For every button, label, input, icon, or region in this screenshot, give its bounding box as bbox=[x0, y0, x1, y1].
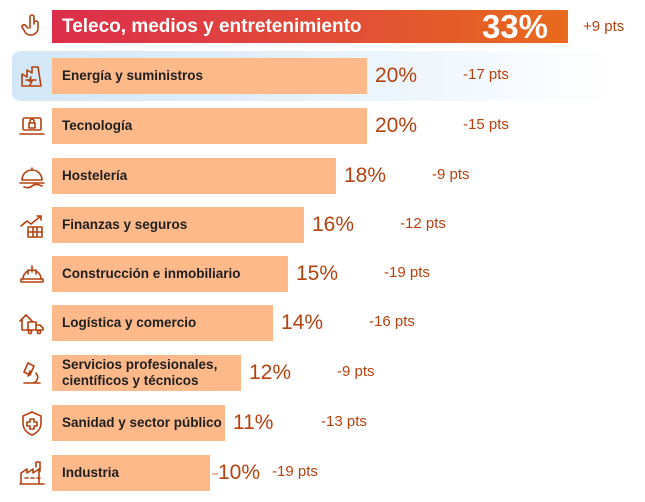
service-cloche-icon bbox=[18, 162, 46, 190]
change-label: +9 pts bbox=[583, 18, 625, 35]
category-label: Finanzas y seguros bbox=[62, 217, 188, 232]
category-label: Servicios profesionales, científicos y t… bbox=[62, 357, 218, 388]
bar-row: Construcción e inmobiliario 15% -19 pts bbox=[0, 256, 645, 292]
medical-shield-icon bbox=[18, 409, 46, 437]
category-label: Energía y suministros bbox=[62, 68, 204, 83]
category-label: Construcción e inmobiliario bbox=[62, 266, 241, 281]
factory-icon bbox=[18, 459, 46, 487]
value-label: 20% bbox=[375, 64, 418, 87]
bar: Logística y comercio bbox=[52, 305, 273, 341]
connector-tick bbox=[212, 473, 218, 475]
bar: Construcción e inmobiliario bbox=[52, 256, 288, 292]
hand-pointer-icon bbox=[18, 13, 46, 41]
bar-row: Hostelería 18% -9 pts bbox=[0, 158, 645, 194]
energy-factory-icon bbox=[18, 62, 46, 90]
change-label: -9 pts bbox=[337, 362, 375, 380]
value-label: 18% bbox=[344, 164, 387, 187]
category-label: Teleco, medios y entretenimiento bbox=[62, 15, 362, 37]
bar: Energía y suministros bbox=[52, 58, 367, 94]
change-label: -9 pts bbox=[432, 165, 470, 183]
bar: Servicios profesionales, científicos y t… bbox=[52, 355, 241, 391]
value-label: 33% bbox=[481, 7, 548, 45]
change-label: -15 pts bbox=[463, 115, 509, 133]
bar-row: Sanidad y sector público 11% -13 pts bbox=[0, 405, 645, 441]
bar-row: Energía y suministros 20% -17 pts bbox=[0, 58, 645, 94]
microscope-icon bbox=[18, 359, 46, 387]
change-label: -13 pts bbox=[321, 412, 367, 430]
bar-row: Industria 10% -19 pts bbox=[0, 455, 645, 491]
change-label: -19 pts bbox=[384, 263, 430, 281]
bar: Tecnología bbox=[52, 108, 367, 144]
category-label: Hostelería bbox=[62, 168, 128, 183]
category-label: Sanidad y sector público bbox=[62, 415, 222, 430]
change-label: -16 pts bbox=[369, 312, 415, 330]
change-label: -12 pts bbox=[400, 214, 446, 232]
bar: Hostelería bbox=[52, 158, 336, 194]
change-label: -19 pts bbox=[272, 462, 318, 480]
bar: Teleco, medios y entretenimiento 33% bbox=[52, 7, 568, 45]
finance-growth-icon bbox=[18, 211, 46, 239]
bar-row: Servicios profesionales, científicos y t… bbox=[0, 355, 645, 391]
value-label: 11% bbox=[233, 411, 274, 434]
category-label: Logística y comercio bbox=[62, 315, 197, 330]
bar: Sanidad y sector público bbox=[52, 405, 225, 441]
value-label: 10% bbox=[218, 461, 261, 484]
bar-row: Finanzas y seguros 16% -12 pts bbox=[0, 207, 645, 243]
hard-hat-icon bbox=[18, 260, 46, 288]
bar-row: Tecnología 20% -15 pts bbox=[0, 108, 645, 144]
value-label: 12% bbox=[249, 361, 292, 384]
value-label: 15% bbox=[296, 262, 339, 285]
value-label: 16% bbox=[312, 213, 355, 236]
change-label: -17 pts bbox=[463, 65, 509, 83]
bar: Industria bbox=[52, 455, 210, 491]
value-label: 14% bbox=[281, 311, 324, 334]
laptop-lock-icon bbox=[18, 112, 46, 140]
category-label: Tecnología bbox=[62, 118, 133, 133]
value-label: 20% bbox=[375, 114, 418, 137]
bar: Finanzas y seguros bbox=[52, 207, 304, 243]
bar-row: Teleco, medios y entretenimiento 33% +9 pt… bbox=[0, 7, 645, 45]
delivery-truck-icon bbox=[18, 309, 46, 337]
category-label: Industria bbox=[62, 465, 120, 480]
bar-row: Logística y comercio 14% -16 pts bbox=[0, 305, 645, 341]
